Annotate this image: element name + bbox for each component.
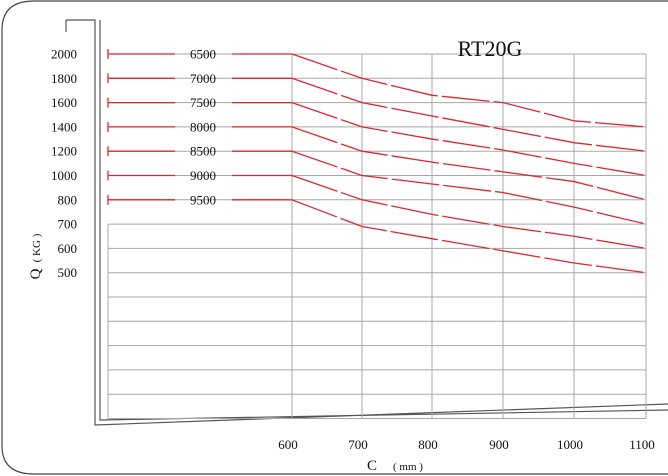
- y-tick-label: 1600: [51, 95, 77, 110]
- series-line: [291, 126, 647, 201]
- series-label: 8500: [190, 144, 216, 159]
- y-tick-label: 1000: [51, 168, 77, 183]
- x-axis-unit: ( mm ): [393, 461, 423, 473]
- series-line: [291, 199, 647, 274]
- y-tick-label: 600: [58, 241, 78, 256]
- series-label: 9000: [190, 168, 216, 183]
- y-tick-label: 1800: [51, 71, 77, 86]
- tick-labels: 6500 7000 7500 8000 8500 9000 9500 2000 1800 1600…: [51, 47, 655, 453]
- y-tick-label: 800: [58, 192, 78, 207]
- series-lines: [107, 49, 647, 274]
- series-label: 8000: [190, 119, 216, 134]
- series-label: 7000: [190, 71, 216, 86]
- series-label: 6500: [190, 47, 216, 62]
- series-line: [291, 101, 647, 177]
- x-axis-title: C: [367, 458, 377, 474]
- y-tick-label: 2000: [51, 47, 77, 62]
- y-axis-unit: ( KG ): [31, 233, 43, 262]
- x-tick-label: 600: [278, 437, 298, 452]
- y-tick-label: 1400: [51, 119, 77, 134]
- x-tick-label: 700: [348, 437, 368, 452]
- series-line: [291, 174, 647, 250]
- y-tick-label: 500: [58, 265, 78, 280]
- y-axis-title: Q: [28, 268, 44, 279]
- plot-border: [65, 19, 668, 426]
- series-line: [291, 77, 647, 152]
- series-line: [291, 53, 647, 128]
- x-tick-label: 900: [489, 437, 509, 452]
- x-tick-label: 800: [418, 437, 438, 452]
- series-label: 9500: [190, 192, 216, 207]
- series-label: 7500: [190, 95, 216, 110]
- y-tick-label: 700: [58, 217, 78, 232]
- y-tick-label: 1200: [51, 144, 77, 159]
- grid: [107, 53, 647, 419]
- series-line: [291, 150, 647, 225]
- x-tick-label: 1000: [557, 437, 583, 452]
- x-tick-label: 1100: [629, 437, 655, 452]
- chart-title: RT20G: [458, 36, 523, 61]
